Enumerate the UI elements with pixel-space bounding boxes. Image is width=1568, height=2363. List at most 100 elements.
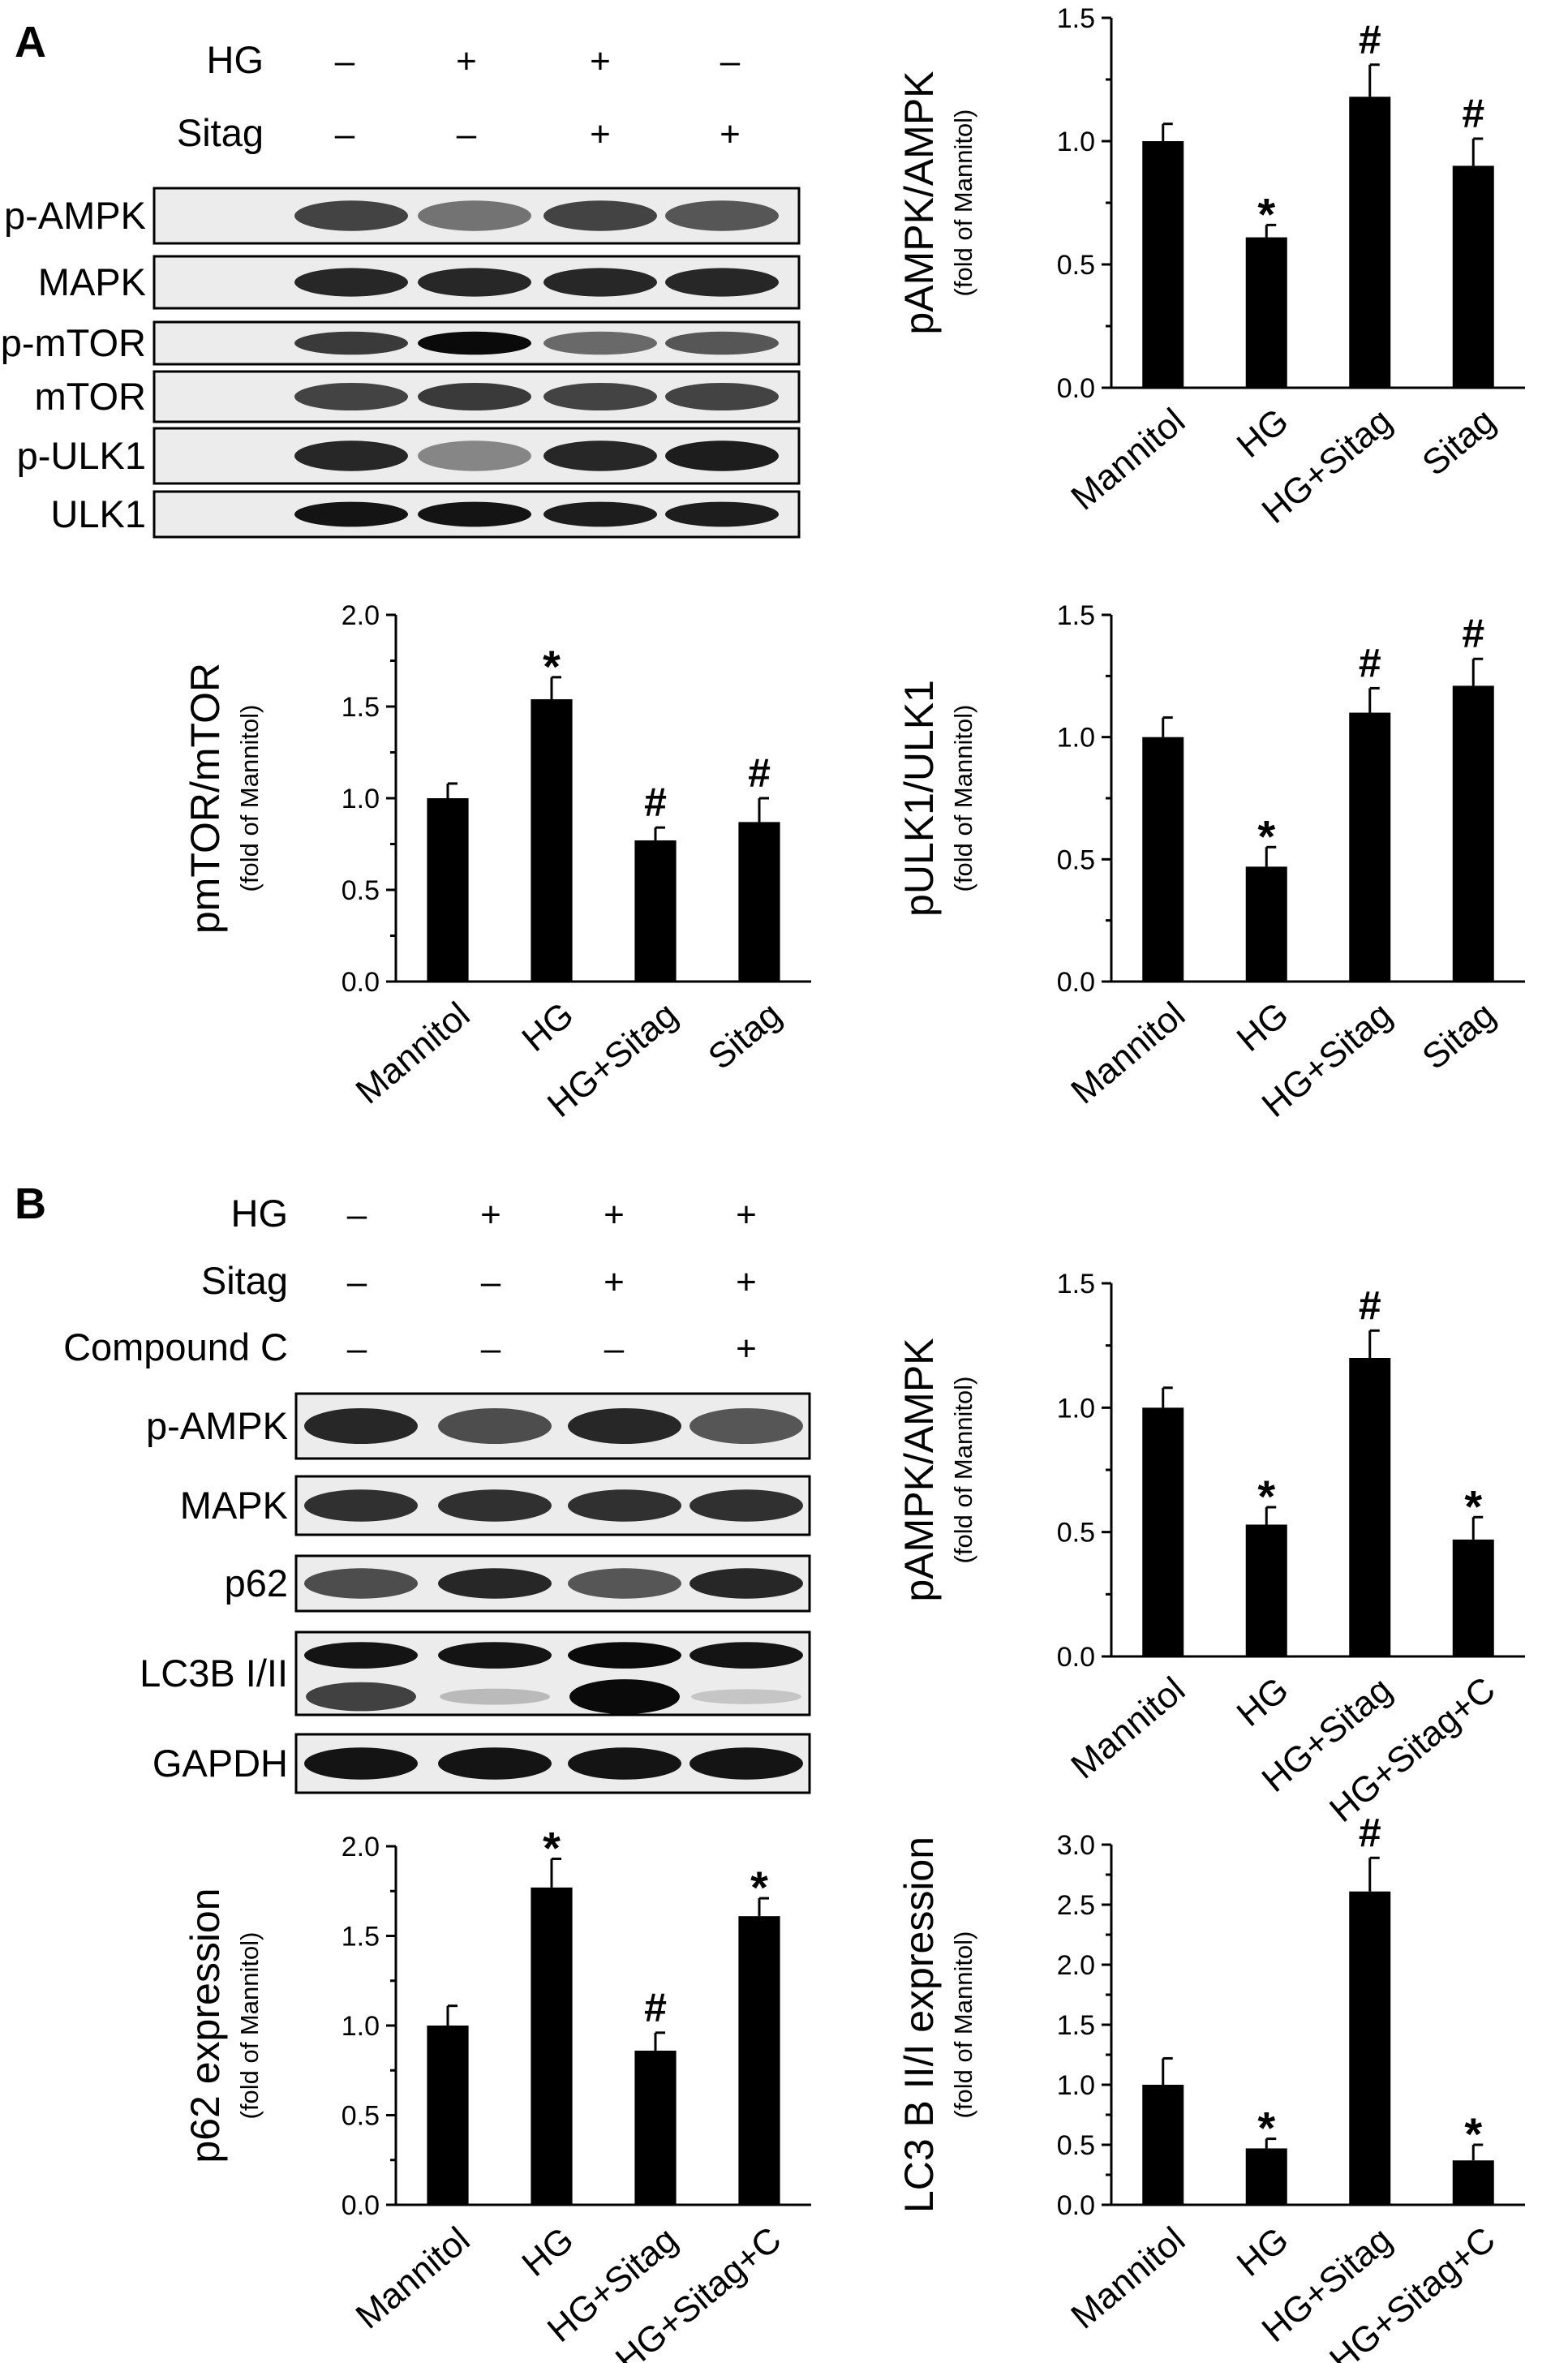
y-tick-label: 0.0: [1057, 2190, 1095, 2221]
treatment-sign: –: [335, 41, 355, 81]
y-tick-label: 2.0: [342, 600, 380, 631]
y-tick-label: 0.0: [342, 967, 380, 998]
blot-band: [304, 1568, 418, 1599]
blot-band: [568, 1489, 681, 1522]
panel-label-a: A: [15, 18, 46, 67]
blot-band: [294, 331, 408, 355]
significance-star: *: [1464, 2108, 1482, 2159]
blot-band: [294, 440, 408, 471]
y-tick-label: 0.5: [1057, 2130, 1095, 2161]
treatment-sign: +: [736, 1262, 757, 1302]
western-blot-panel-b: HG – + + + Sitag – – + + Compound C – – – + p-AMPK MAPK p…: [63, 1192, 811, 1794]
treatment-label-hg: HG: [207, 38, 264, 81]
significance-star: *: [750, 1862, 768, 1913]
blot-band: [543, 331, 657, 355]
treatment-label-hg: HG: [231, 1192, 289, 1235]
bar-hg-sitag: [1349, 1891, 1391, 2205]
bar-hg-sitag-c: [1452, 2160, 1494, 2205]
bar-hg: [1245, 237, 1287, 388]
treatment-sign: –: [720, 41, 741, 81]
treatment-sign: –: [347, 1329, 367, 1368]
y-tick-label: 1.0: [1057, 723, 1095, 754]
significance-star: *: [543, 641, 561, 692]
significance-star: *: [1257, 188, 1275, 239]
western-blot-panel-a: HG – + + – Sitag – – + + p-AMPK MAPK p-mTOR mTOR p-ULK…: [1, 38, 801, 539]
blot-band: [418, 200, 531, 231]
treatment-sign: –: [481, 1262, 501, 1302]
y-tick-label: 1.0: [342, 2011, 380, 2042]
bar-sitag: [1452, 165, 1494, 388]
significance-hash: #: [1462, 611, 1484, 656]
bar-hg-sitag: [1349, 712, 1391, 982]
blot-label-mapk: MAPK: [180, 1484, 288, 1527]
y-axis-label: p62 expression: [183, 1888, 228, 2163]
y-tick-label: 3.0: [1057, 1830, 1095, 1861]
bar-mannitol: [1142, 737, 1184, 982]
blot-band: [294, 200, 408, 231]
blot-band: [689, 1408, 803, 1444]
treatment-sign: +: [736, 1195, 757, 1235]
blot-band: [294, 501, 408, 527]
bar-mannitol: [1142, 2085, 1184, 2205]
bar-mannitol: [427, 798, 469, 982]
significance-hash: #: [748, 750, 771, 796]
significance-star: *: [1464, 1480, 1482, 1532]
y-tick-label: 2.0: [1057, 1950, 1095, 1981]
bar-mannitol: [427, 2026, 469, 2205]
blot-label-gapdh: GAPDH: [153, 1742, 288, 1785]
y-tick-label: 1.5: [1057, 600, 1095, 631]
y-tick-label: 1.5: [1057, 1269, 1095, 1300]
y-tick-label: 2.0: [342, 1832, 380, 1862]
blot-label-p-ampk: p-AMPK: [4, 194, 146, 237]
blot-label-p-ampk: p-AMPK: [146, 1404, 288, 1447]
bar-hg-sitag-c: [738, 1916, 780, 2205]
treatment-sign: +: [720, 114, 741, 154]
blot-band: [294, 382, 408, 411]
bar-sitag: [1452, 685, 1494, 982]
bar-hg: [1245, 866, 1287, 982]
blot-band: [568, 1568, 681, 1599]
treatment-sign: –: [347, 1262, 367, 1302]
blot-band: [304, 1408, 418, 1444]
significance-star: *: [1257, 810, 1275, 861]
blot-band: [569, 1679, 680, 1714]
bar-hg: [1245, 1524, 1287, 1656]
y-tick-label: 0.5: [1057, 250, 1095, 281]
bar-hg-sitag: [1349, 1358, 1391, 1656]
y-tick-label: 0.5: [1057, 1518, 1095, 1549]
bar-hg: [531, 698, 573, 982]
blot-band: [438, 1489, 552, 1522]
significance-hash: #: [1359, 1282, 1381, 1328]
treatment-label-compound-c: Compound C: [63, 1325, 288, 1368]
treatment-label-sitag: Sitag: [201, 1259, 288, 1302]
bar-mannitol: [1142, 141, 1184, 388]
significance-hash: #: [1359, 17, 1381, 62]
treatment-sign: +: [590, 114, 611, 154]
treatment-sign: +: [736, 1329, 757, 1368]
blot-label-p-ulk1: p-ULK1: [17, 434, 146, 477]
panel-label-b: B: [15, 1179, 46, 1228]
y-axis-label: pAMPK/AMPK: [896, 71, 942, 334]
y-tick-label: 0.5: [342, 875, 380, 906]
y-tick-label: 0.0: [1057, 1642, 1095, 1673]
significance-hash: #: [644, 780, 667, 825]
blot-band: [568, 1642, 681, 1669]
blot-label-mapk: MAPK: [38, 260, 146, 303]
y-tick-label: 1.5: [342, 692, 380, 723]
significance-star: *: [1257, 1471, 1275, 1522]
blot-band: [440, 1688, 550, 1705]
significance-hash: #: [1462, 91, 1484, 136]
blot-band: [438, 1747, 552, 1780]
blot-band: [691, 1689, 801, 1704]
y-axis-label: pAMPK/AMPK: [896, 1338, 942, 1601]
significance-hash: #: [1359, 1810, 1381, 1855]
treatment-sign: +: [590, 41, 611, 81]
y-tick-label: 1.5: [342, 1922, 380, 1953]
blot-band: [665, 501, 779, 527]
y-axis-sublabel: (fold of Mannitol): [949, 705, 977, 892]
treatment-sign: –: [457, 114, 477, 154]
treatment-sign: +: [456, 41, 477, 81]
blot-band: [543, 200, 657, 231]
blot-band: [689, 1747, 803, 1780]
